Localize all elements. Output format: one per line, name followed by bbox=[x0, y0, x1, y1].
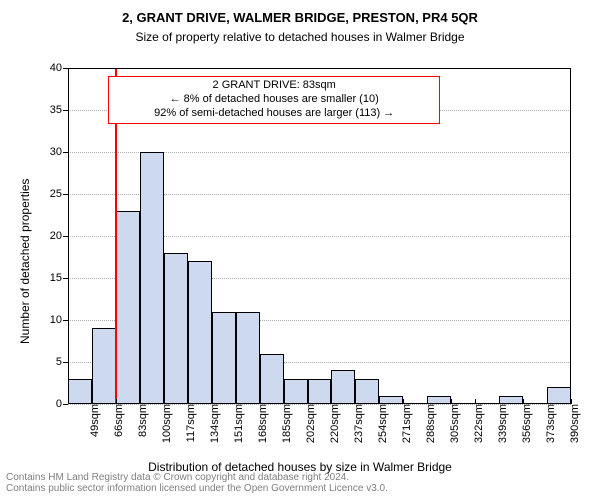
x-tick: 168sqm bbox=[253, 404, 269, 443]
bar bbox=[188, 261, 212, 404]
x-tick: 322sqm bbox=[469, 404, 485, 443]
bar bbox=[547, 387, 571, 404]
x-tick: 100sqm bbox=[157, 404, 173, 443]
annotation-box: 2 GRANT DRIVE: 83sqm← 8% of detached hou… bbox=[108, 76, 440, 123]
chart-frame: { "layout":{ "width":600,"height":500, "… bbox=[0, 0, 600, 500]
x-tick: 220sqm bbox=[325, 404, 341, 443]
bar bbox=[116, 211, 140, 404]
bar bbox=[68, 379, 92, 404]
y-tick: 5 bbox=[56, 356, 68, 368]
plot-area: 2 GRANT DRIVE: 83sqm← 8% of detached hou… bbox=[68, 68, 571, 404]
bar bbox=[260, 354, 284, 404]
bar bbox=[284, 379, 308, 404]
bar bbox=[499, 396, 523, 404]
bar bbox=[236, 312, 260, 404]
y-tick: 10 bbox=[50, 314, 68, 326]
x-tick: 185sqm bbox=[277, 404, 293, 443]
x-tick: 288sqm bbox=[421, 404, 437, 443]
bar bbox=[331, 370, 355, 404]
y-tick: 0 bbox=[56, 398, 68, 410]
x-tick: 151sqm bbox=[229, 404, 245, 443]
bar bbox=[92, 328, 116, 404]
chart-title: 2, GRANT DRIVE, WALMER BRIDGE, PRESTON, … bbox=[0, 10, 600, 25]
y-tick: 15 bbox=[50, 272, 68, 284]
x-tick: 339sqm bbox=[493, 404, 509, 443]
y-tick: 40 bbox=[50, 62, 68, 74]
gridline bbox=[68, 68, 571, 70]
y-tick: 35 bbox=[50, 104, 68, 116]
x-tick: 305sqm bbox=[445, 404, 461, 443]
x-tick: 66sqm bbox=[109, 404, 125, 437]
bar bbox=[427, 396, 451, 404]
x-tick: 237sqm bbox=[349, 404, 365, 443]
y-axis-label: Number of detached properties bbox=[18, 178, 32, 343]
y-tick: 20 bbox=[50, 230, 68, 242]
x-tick: 83sqm bbox=[133, 404, 149, 437]
bar bbox=[379, 396, 403, 404]
y-tick: 25 bbox=[50, 188, 68, 200]
bar bbox=[164, 253, 188, 404]
x-tick: 134sqm bbox=[205, 404, 221, 443]
footer-note: Contains HM Land Registry data © Crown c… bbox=[0, 472, 600, 494]
x-tick: 356sqm bbox=[517, 404, 533, 443]
x-tick: 117sqm bbox=[181, 404, 197, 442]
y-tick: 30 bbox=[50, 146, 68, 158]
x-tick: 49sqm bbox=[85, 404, 101, 437]
x-tick: 373sqm bbox=[541, 404, 557, 443]
x-tick: 271sqm bbox=[397, 404, 413, 443]
x-tick: 202sqm bbox=[301, 404, 317, 443]
chart-subtitle: Size of property relative to detached ho… bbox=[0, 30, 600, 44]
x-tick: 254sqm bbox=[373, 404, 389, 443]
x-tick: 390sqm bbox=[565, 404, 581, 443]
bar bbox=[308, 379, 332, 404]
bar bbox=[140, 152, 164, 404]
bar bbox=[355, 379, 379, 404]
bar bbox=[212, 312, 236, 404]
